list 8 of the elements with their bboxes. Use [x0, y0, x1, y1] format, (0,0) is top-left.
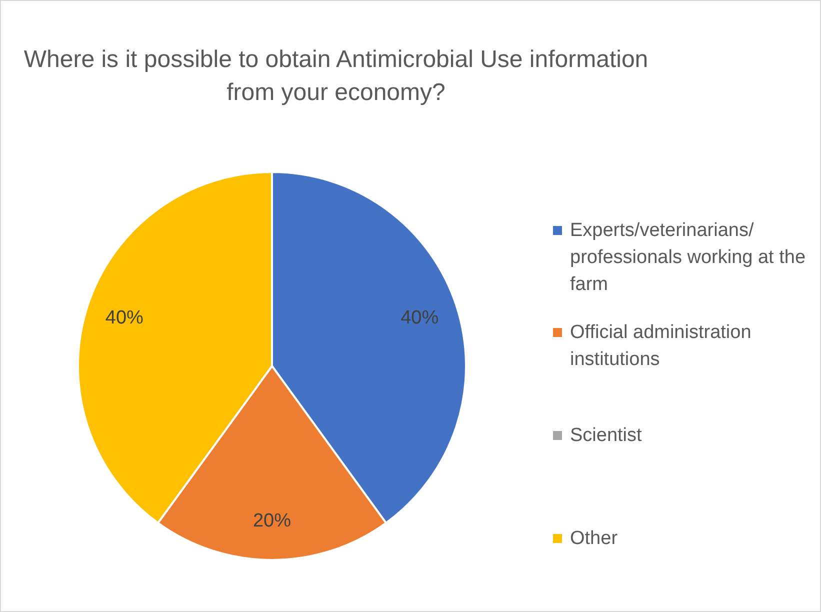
- legend-label: Scientist: [570, 424, 642, 448]
- data-label: 40%: [400, 307, 439, 328]
- data-label: 40%: [105, 307, 144, 328]
- legend-label: Experts/veterinarians/ professionals working at the farm: [570, 219, 807, 297]
- legend-label: Official administration institutions: [570, 321, 752, 372]
- legend-label: Other: [570, 527, 618, 551]
- data-label: 20%: [252, 510, 292, 532]
- chart-title: Where is it possible to obtain Antimicrobial Use information from your economy?: [22, 45, 650, 108]
